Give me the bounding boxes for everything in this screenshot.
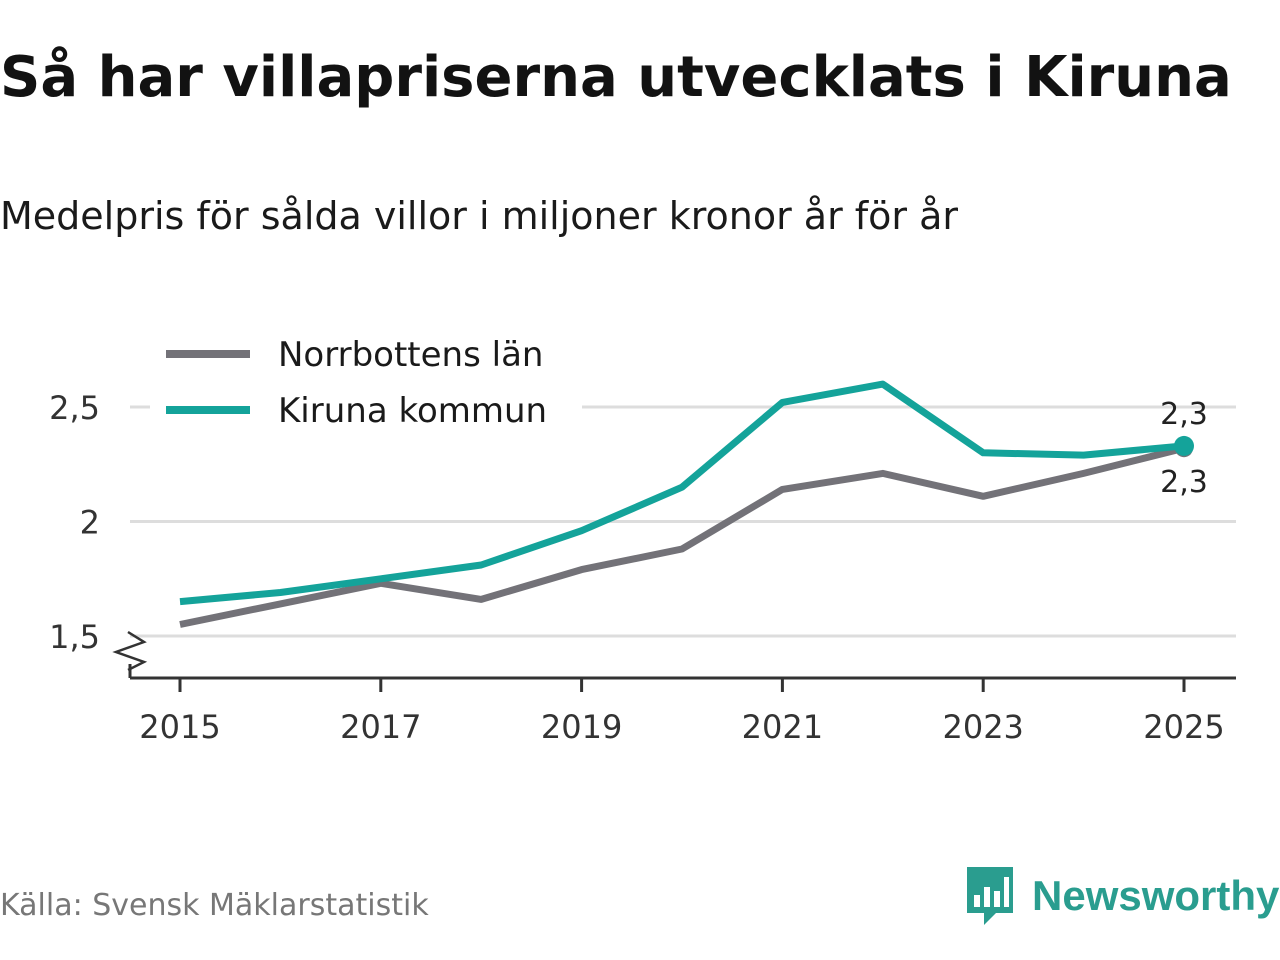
- axis-break-icon: [112, 630, 148, 672]
- line-chart: 2015 2017 2019 2021 2023 2025 1,5 2 2,5 2,32,3 …: [49, 322, 1236, 746]
- legend-label-norrbotten: Norrbottens län: [278, 335, 543, 375]
- end-label-kiruna: 2,3: [1160, 397, 1208, 432]
- end-label-norrbotten: 2,3: [1160, 465, 1208, 500]
- series-line-kiruna: [179, 380, 1185, 606]
- x-tick-label: 2015: [139, 708, 220, 746]
- y-tick-label: 2: [80, 504, 100, 542]
- newsworthy-logo: Newsworthy: [964, 864, 1279, 928]
- bar-chart-speech-bubble-icon: [967, 867, 1013, 925]
- y-tick-label: 1,5: [49, 618, 100, 656]
- series-line-norrbotten: [179, 444, 1185, 628]
- brand-name: Newsworthy: [1032, 872, 1280, 919]
- legend: Norrbottens län Kiruna kommun: [150, 322, 582, 440]
- x-tick-label: 2021: [742, 708, 823, 746]
- chart-title: Så har villapriserna utvecklats i Kiruna: [0, 45, 1232, 110]
- x-tick-label: 2017: [340, 708, 421, 746]
- y-axis: 1,5 2 2,5: [49, 389, 100, 656]
- y-tick-label: 2,5: [49, 389, 100, 427]
- data-labels: 2,3 2,3: [1160, 397, 1208, 500]
- x-tick-label: 2025: [1143, 708, 1224, 746]
- x-tick-label: 2019: [541, 708, 622, 746]
- end-marker-kiruna: [1174, 435, 1194, 456]
- chart-subtitle: Medelpris för sålda villor i miljoner kr…: [0, 194, 959, 238]
- legend-background: [150, 322, 582, 440]
- source-note: Källa: Svensk Mäklarstatistik: [0, 888, 429, 923]
- series-lines: [179, 380, 1185, 628]
- x-tick-label: 2023: [942, 708, 1023, 746]
- x-axis: 2015 2017 2019 2021 2023 2025: [112, 630, 1236, 746]
- legend-label-kiruna: Kiruna kommun: [278, 391, 547, 431]
